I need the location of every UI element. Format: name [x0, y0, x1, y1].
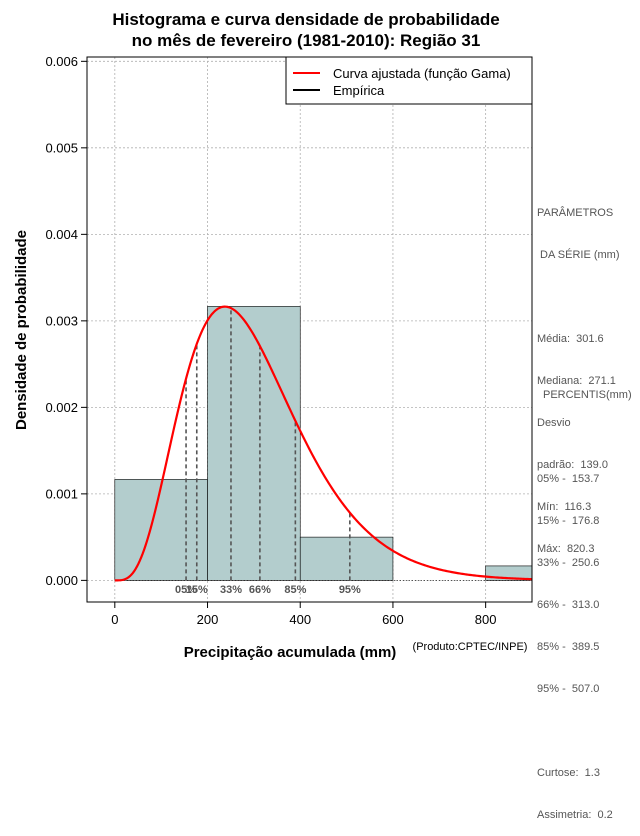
stat-mediana: Mediana: 271.1 [537, 375, 616, 387]
percentile-label-85: 85% [284, 584, 306, 596]
y-tick-label-6: 0.006 [45, 54, 78, 69]
y-tick-label-4: 0.004 [45, 227, 78, 242]
stat-assimetria: Assimetria: 0.2 [537, 809, 613, 821]
percentile-33: 33% - 250.6 [537, 557, 600, 569]
product-credit: (Produto:CPTEC/INPE) [413, 641, 528, 653]
x-tick-label-2: 400 [289, 612, 311, 627]
percentile-label-95: 95% [339, 584, 361, 596]
x-tick-label-4: 800 [475, 612, 497, 627]
legend-box [285, 56, 533, 105]
y-tick-label-2: 0.002 [45, 400, 78, 415]
histogram-bar-2 [299, 536, 394, 581]
percentile-label-33: 33% [220, 584, 242, 596]
x-axis: 0 200 400 600 800 [111, 602, 496, 627]
chart-title-line2: no mês de fevereiro (1981-2010): Região … [132, 31, 481, 50]
percentile-66: 66% - 313.0 [537, 599, 600, 611]
percentile-label-05: 05% [175, 584, 197, 596]
y-tick-label-5: 0.005 [45, 140, 78, 155]
stat-media: Média: 301.6 [537, 333, 604, 345]
histogram-bar-1 [207, 306, 301, 581]
histogram-bars [114, 306, 533, 581]
percentile-label-15: 15% [186, 584, 208, 596]
params-title-line1: PARÂMETROS [537, 207, 614, 219]
y-axis: 0.000 0.001 0.002 0.003 0.004 0.005 0.006 [45, 54, 87, 588]
legend-label-fit: Curva ajustada (função Gama) [333, 66, 511, 81]
percentiles-panel: PERCENTIS(mm) 05% - 153.7 15% - 176.8 33… [537, 360, 632, 836]
series-parameters: PARÂMETROS DA SÉRIE (mm) Média: 301.6 Me… [537, 178, 620, 570]
stat-curtose: Curtose: 1.3 [537, 767, 600, 779]
y-axis-label: Densidade de probabilidade [13, 230, 30, 430]
percentile-lines: 05%15% 33% 66% 85% 95% [175, 308, 361, 596]
y-tick-label-3: 0.003 [45, 313, 78, 328]
stat-desvio-line2: padrão: 139.0 [537, 459, 608, 471]
chart-title-line1: Histograma e curva densidade de probabil… [112, 10, 499, 29]
x-tick-label-0: 0 [111, 612, 118, 627]
stat-min: Mín: 116.3 [537, 501, 592, 513]
stat-max: Máx: 820.3 [537, 543, 595, 555]
percentile-label-66: 66% [249, 584, 271, 596]
x-tick-label-1: 200 [197, 612, 219, 627]
gamma-curve [114, 305, 533, 582]
y-tick-label-0: 0.000 [45, 573, 78, 588]
percentile-85: 85% - 389.5 [537, 641, 600, 653]
histogram-bar-0 [114, 479, 208, 581]
percentile-05: 05% - 153.7 [537, 473, 600, 485]
percentile-15: 15% - 176.8 [537, 515, 600, 527]
histogram-chart: Histograma e curva densidade de probabil… [13, 10, 533, 660]
y-tick-label-1: 0.001 [45, 486, 78, 501]
x-tick-label-3: 600 [382, 612, 404, 627]
percentiles-title: PERCENTIS(mm) [543, 389, 632, 401]
legend-label-empirical: Empírica [333, 83, 385, 98]
params-title-line2: DA SÉRIE (mm) [537, 249, 620, 261]
legend: Curva ajustada (função Gama) Empírica [285, 56, 533, 105]
stat-desvio-line1: Desvio [537, 417, 571, 429]
percentile-95: 95% - 507.0 [537, 683, 600, 695]
x-axis-label: Precipitação acumulada (mm) [184, 644, 397, 660]
